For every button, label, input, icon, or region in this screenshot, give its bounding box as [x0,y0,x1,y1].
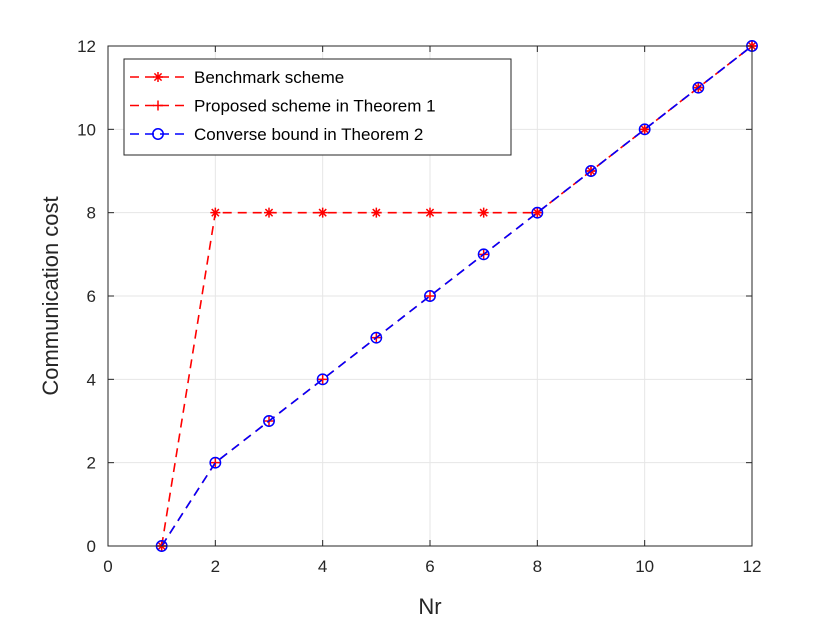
marker-plus [317,374,328,385]
legend-label-proposed: Proposed scheme in Theorem 1 [194,97,436,116]
y-axis-label: Communication cost [38,196,63,395]
axis-ticks: 0 2 4 6 8 10 12 0 2 4 6 8 10 12 [77,37,761,576]
marker-circle [585,165,597,177]
y-tick-label: 2 [87,454,96,473]
y-tick-label: 10 [77,120,96,139]
marker-circle [316,373,329,386]
marker-circle [152,128,164,140]
marker-asterisk [210,207,221,218]
series-benchmark-line [160,45,753,547]
marker-plus [210,457,221,468]
marker-plus [153,100,163,111]
legend-label-converse: Converse bound in Theorem 2 [194,125,423,144]
legend-label-benchmark: Benchmark scheme [194,68,344,87]
marker-asterisk [425,207,435,218]
marker-plus [639,124,650,135]
x-axis-label: Nr [418,594,441,619]
y-tick-label: 8 [87,204,96,223]
marker-asterisk [264,207,274,218]
legend: Benchmark scheme Proposed scheme in Theo… [123,58,512,156]
marker-circle [638,123,651,136]
marker-asterisk [478,207,489,218]
marker-circle [531,206,544,219]
marker-circle [477,248,490,261]
marker-plus [532,207,543,218]
x-tick-label: 4 [318,557,327,576]
series-converse [155,40,758,552]
marker-circle [209,456,222,469]
x-tick-label: 12 [743,557,762,576]
x-tick-label: 10 [635,557,654,576]
series-converse-line [160,45,753,547]
y-tick-label: 0 [87,537,96,556]
x-tick-label: 0 [103,557,112,576]
y-tick-label: 12 [77,37,96,56]
series-layer [155,40,758,552]
x-tick-label: 2 [211,557,220,576]
x-tick-label: 8 [533,557,542,576]
legend-box [123,58,512,156]
marker-circle [424,290,436,302]
marker-circle [370,331,383,344]
marker-plus [425,291,435,301]
y-tick-label: 6 [87,287,96,306]
marker-asterisk [317,207,328,218]
marker-asterisk [153,72,163,82]
y-tick-label: 4 [87,370,96,389]
x-tick-label: 6 [425,557,434,576]
marker-circle [692,81,705,94]
marker-circle [263,415,275,427]
marker-asterisk [371,207,382,218]
